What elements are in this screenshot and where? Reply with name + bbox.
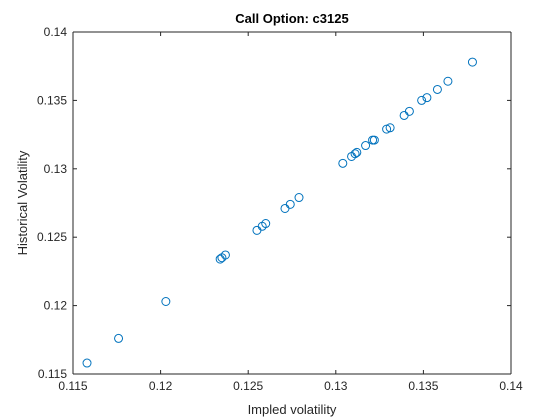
data-point	[285, 199, 295, 209]
axes: 0.115 0.12 0.125 0.13 0.135 0.14 0.115 0.12 0.12…	[37, 25, 523, 393]
data-point	[417, 95, 427, 105]
x-axis-label: Impled volatility	[248, 402, 337, 417]
data-points	[82, 57, 477, 368]
data-point	[467, 57, 477, 67]
x-tick-label: 0.125	[233, 379, 263, 393]
data-point	[82, 358, 92, 368]
y-tick-label: 0.13	[44, 162, 68, 176]
y-axis-label: Historical Volatility	[15, 150, 30, 255]
data-point	[338, 158, 348, 168]
data-point	[114, 333, 124, 343]
data-point	[443, 76, 453, 86]
x-tick-label: 0.14	[499, 379, 523, 393]
data-point	[369, 135, 379, 145]
data-point	[252, 225, 262, 235]
y-tick-label: 0.12	[44, 299, 68, 313]
data-point	[161, 296, 171, 306]
data-point	[432, 84, 442, 94]
y-tick-label: 0.125	[37, 230, 67, 244]
data-point	[399, 110, 409, 120]
data-point	[385, 123, 395, 133]
x-tick-label: 0.135	[408, 379, 438, 393]
data-point	[404, 106, 414, 116]
data-point	[368, 135, 378, 145]
x-tick-label: 0.13	[324, 379, 348, 393]
x-tick-label: 0.115	[58, 379, 87, 393]
data-point	[350, 149, 360, 159]
data-point	[261, 219, 271, 229]
y-tick-label: 0.14	[44, 25, 68, 39]
y-tick-label: 0.115	[38, 367, 67, 381]
data-point	[294, 193, 304, 203]
y-tick-label: 0.135	[37, 93, 67, 107]
chart-title: Call Option: c3125	[235, 11, 348, 26]
data-point	[220, 250, 230, 260]
data-point	[361, 141, 371, 151]
data-point	[352, 147, 362, 157]
x-tick-label: 0.12	[149, 379, 173, 393]
data-point	[422, 93, 432, 103]
data-point	[280, 203, 290, 213]
